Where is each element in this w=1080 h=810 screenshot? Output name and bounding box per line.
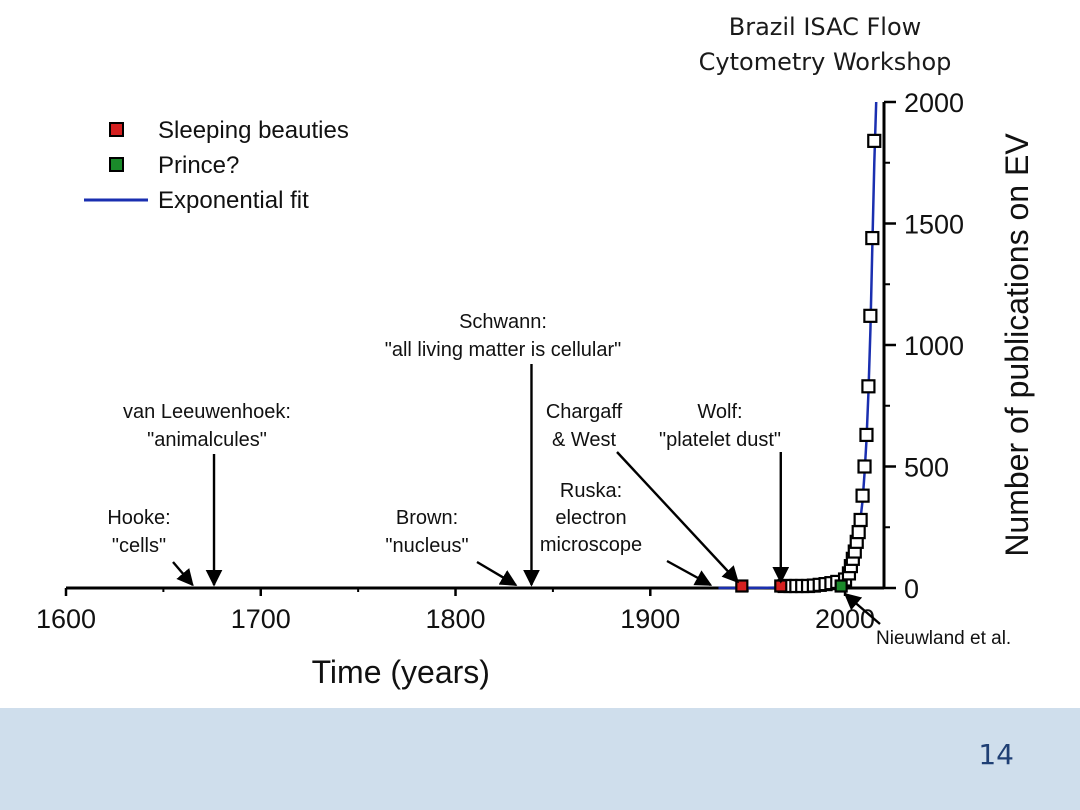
publication-point xyxy=(851,525,866,540)
annotation-text: "all living matter is cellular" xyxy=(385,339,622,361)
annotation-text: Schwann: xyxy=(459,311,547,333)
annotation: Schwann: "all living matter is cellular" xyxy=(385,311,622,587)
x-axis-label: Time (years) xyxy=(312,654,490,690)
annotation-text: "cells" xyxy=(112,535,166,557)
annotation-text: Brown: xyxy=(396,507,458,529)
annotation: Ruska: electron microscope xyxy=(540,480,713,587)
annotation-text: Chargaff xyxy=(546,401,623,423)
annotation: Brown: "nucleus" xyxy=(385,507,518,587)
annotation-text: Hooke: xyxy=(107,507,170,529)
sleeping-beauty-point xyxy=(735,579,749,593)
x-tick-label: 1700 xyxy=(231,604,291,634)
annotation-text: "animalcules" xyxy=(147,429,267,451)
legend-label: Sleeping beauties xyxy=(158,117,349,144)
annotation: van Leeuwenhoek: "animalcules" xyxy=(123,401,291,587)
publication-point xyxy=(865,230,880,246)
publication-point xyxy=(863,308,878,323)
legend-entry: Exponential fit xyxy=(84,187,309,214)
annotation-arrow xyxy=(843,592,881,625)
annotation-arrow xyxy=(476,560,518,587)
annotation-text: van Leeuwenhoek: xyxy=(123,401,291,423)
annotation: Hooke: "cells" xyxy=(107,507,194,587)
y-tick-label: 0 xyxy=(904,574,919,604)
sleeping-beauty-point xyxy=(774,579,788,593)
publications-chart: 1600 1700 1800 1900 2000 0 500 1000 1500 2000 Time… xyxy=(36,88,1035,690)
fit-line xyxy=(718,101,878,590)
publication-point xyxy=(855,488,870,503)
y-tick-label: 2000 xyxy=(904,88,964,118)
slide-title-line-1: Brazil ISAC Flow xyxy=(728,13,922,41)
slide-title: Brazil ISAC Flow Cytometry Workshop xyxy=(660,10,990,80)
y-tick-label: 500 xyxy=(904,453,949,483)
legend-label: Prince? xyxy=(158,152,239,179)
legend-marker-sleeping-beauties xyxy=(109,122,124,137)
legend-marker-prince xyxy=(109,157,124,172)
publication-point xyxy=(853,512,868,528)
publication-point xyxy=(867,133,882,148)
annotation: Wolf: "platelet dust" xyxy=(659,401,790,584)
publication-point xyxy=(857,459,872,474)
x-tick-label: 2000 xyxy=(815,604,875,634)
publication-point xyxy=(859,427,874,443)
slide-title-line-2: Cytometry Workshop xyxy=(698,48,952,76)
legend-label: Exponential fit xyxy=(158,187,309,214)
annotation-arrow xyxy=(616,451,740,584)
annotation-text: electron xyxy=(555,507,626,529)
annotation-arrow xyxy=(666,559,713,587)
prince-point xyxy=(834,579,848,593)
annotation-text: "nucleus" xyxy=(385,535,468,557)
annotation-text: Wolf: xyxy=(697,401,742,423)
legend-entry: Prince? xyxy=(109,152,239,179)
annotation-arrow xyxy=(172,561,194,587)
x-tick-label: 1900 xyxy=(620,604,680,634)
annotation-text: microscope xyxy=(540,534,642,556)
annotation-text: Ruska: xyxy=(560,480,622,502)
publication-point xyxy=(861,379,876,394)
slide-footer: 14 xyxy=(0,708,1080,810)
y-tick-label: 1500 xyxy=(904,210,964,240)
annotation-text: "platelet dust" xyxy=(659,429,781,451)
x-tick-label: 1600 xyxy=(36,604,96,634)
x-tick-label: 1800 xyxy=(425,604,485,634)
annotation-text: Nieuwland et al. xyxy=(876,628,1011,649)
y-axis-label: Number of publications on EV xyxy=(999,133,1035,557)
annotation-text: & West xyxy=(552,429,617,451)
annotation: Nieuwland et al. xyxy=(843,592,1011,649)
annotation: Chargaff & West xyxy=(546,401,740,584)
page-number: 14 xyxy=(978,738,1014,771)
y-tick-label: 1000 xyxy=(904,331,964,361)
legend-entry: Sleeping beauties xyxy=(109,117,349,144)
